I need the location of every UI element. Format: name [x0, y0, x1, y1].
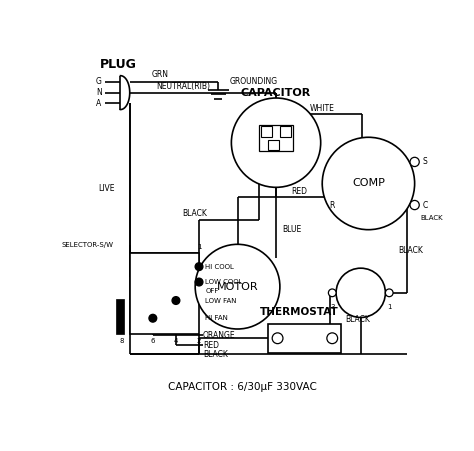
Text: G: G: [96, 77, 102, 86]
Text: A: A: [96, 99, 101, 108]
Text: CAPACITOR : 6/30μF 330VAC: CAPACITOR : 6/30μF 330VAC: [168, 382, 318, 392]
Text: 8: 8: [120, 338, 124, 344]
Circle shape: [410, 200, 419, 210]
Text: BLUE: BLUE: [282, 225, 301, 234]
Text: BLACK: BLACK: [421, 215, 443, 221]
Text: 6: 6: [151, 338, 155, 344]
Circle shape: [231, 98, 321, 187]
Text: LOW FAN: LOW FAN: [205, 298, 237, 304]
Bar: [259, 125, 293, 151]
Text: MOTOR: MOTOR: [217, 282, 258, 292]
Text: THERMOSTAT: THERMOSTAT: [260, 307, 338, 317]
Circle shape: [336, 268, 385, 318]
Text: C: C: [422, 201, 428, 210]
Circle shape: [195, 263, 203, 271]
Text: BLACK: BLACK: [203, 350, 228, 359]
Text: N: N: [96, 88, 102, 97]
Text: LOW COOL: LOW COOL: [205, 279, 243, 285]
Text: RED: RED: [291, 187, 307, 196]
Circle shape: [172, 297, 180, 304]
Text: R: R: [329, 201, 334, 210]
Text: SELECTOR-S/W: SELECTOR-S/W: [62, 242, 114, 248]
Text: 1: 1: [387, 304, 392, 310]
Text: BLACK: BLACK: [346, 315, 370, 324]
Bar: [280, 126, 291, 137]
Circle shape: [149, 314, 157, 322]
Text: 2: 2: [197, 338, 201, 344]
Bar: [268, 324, 341, 353]
Text: 1: 1: [197, 244, 201, 249]
Text: BLACK: BLACK: [398, 246, 423, 255]
Text: HI COOL: HI COOL: [205, 264, 234, 270]
Text: BLACK: BLACK: [183, 209, 208, 218]
Text: 4: 4: [174, 338, 178, 344]
Text: WHITE: WHITE: [310, 104, 335, 112]
Circle shape: [195, 278, 203, 286]
Bar: [261, 126, 272, 137]
Circle shape: [410, 157, 419, 166]
Text: OFF: OFF: [205, 288, 219, 295]
Text: GROUNDING: GROUNDING: [230, 77, 278, 86]
Circle shape: [195, 244, 280, 329]
Text: S: S: [422, 157, 427, 166]
Circle shape: [385, 289, 393, 297]
Bar: [268, 140, 279, 150]
Circle shape: [272, 333, 283, 344]
Bar: [130, 253, 199, 334]
Text: RED: RED: [203, 341, 219, 350]
Text: LIVE: LIVE: [99, 184, 115, 193]
Circle shape: [322, 137, 415, 230]
Text: PLUG: PLUG: [100, 58, 137, 71]
Circle shape: [329, 193, 338, 202]
Text: CAPACITOR: CAPACITOR: [241, 87, 311, 97]
Circle shape: [327, 333, 337, 344]
Text: COMP: COMP: [352, 179, 385, 189]
Bar: [116, 299, 124, 334]
Text: NEUTRAL(RIB): NEUTRAL(RIB): [156, 82, 210, 91]
Text: 3: 3: [330, 304, 335, 310]
Text: ORANGE: ORANGE: [203, 331, 236, 340]
Text: GRN: GRN: [152, 70, 169, 79]
Text: HI FAN: HI FAN: [205, 315, 228, 321]
Circle shape: [328, 289, 336, 297]
